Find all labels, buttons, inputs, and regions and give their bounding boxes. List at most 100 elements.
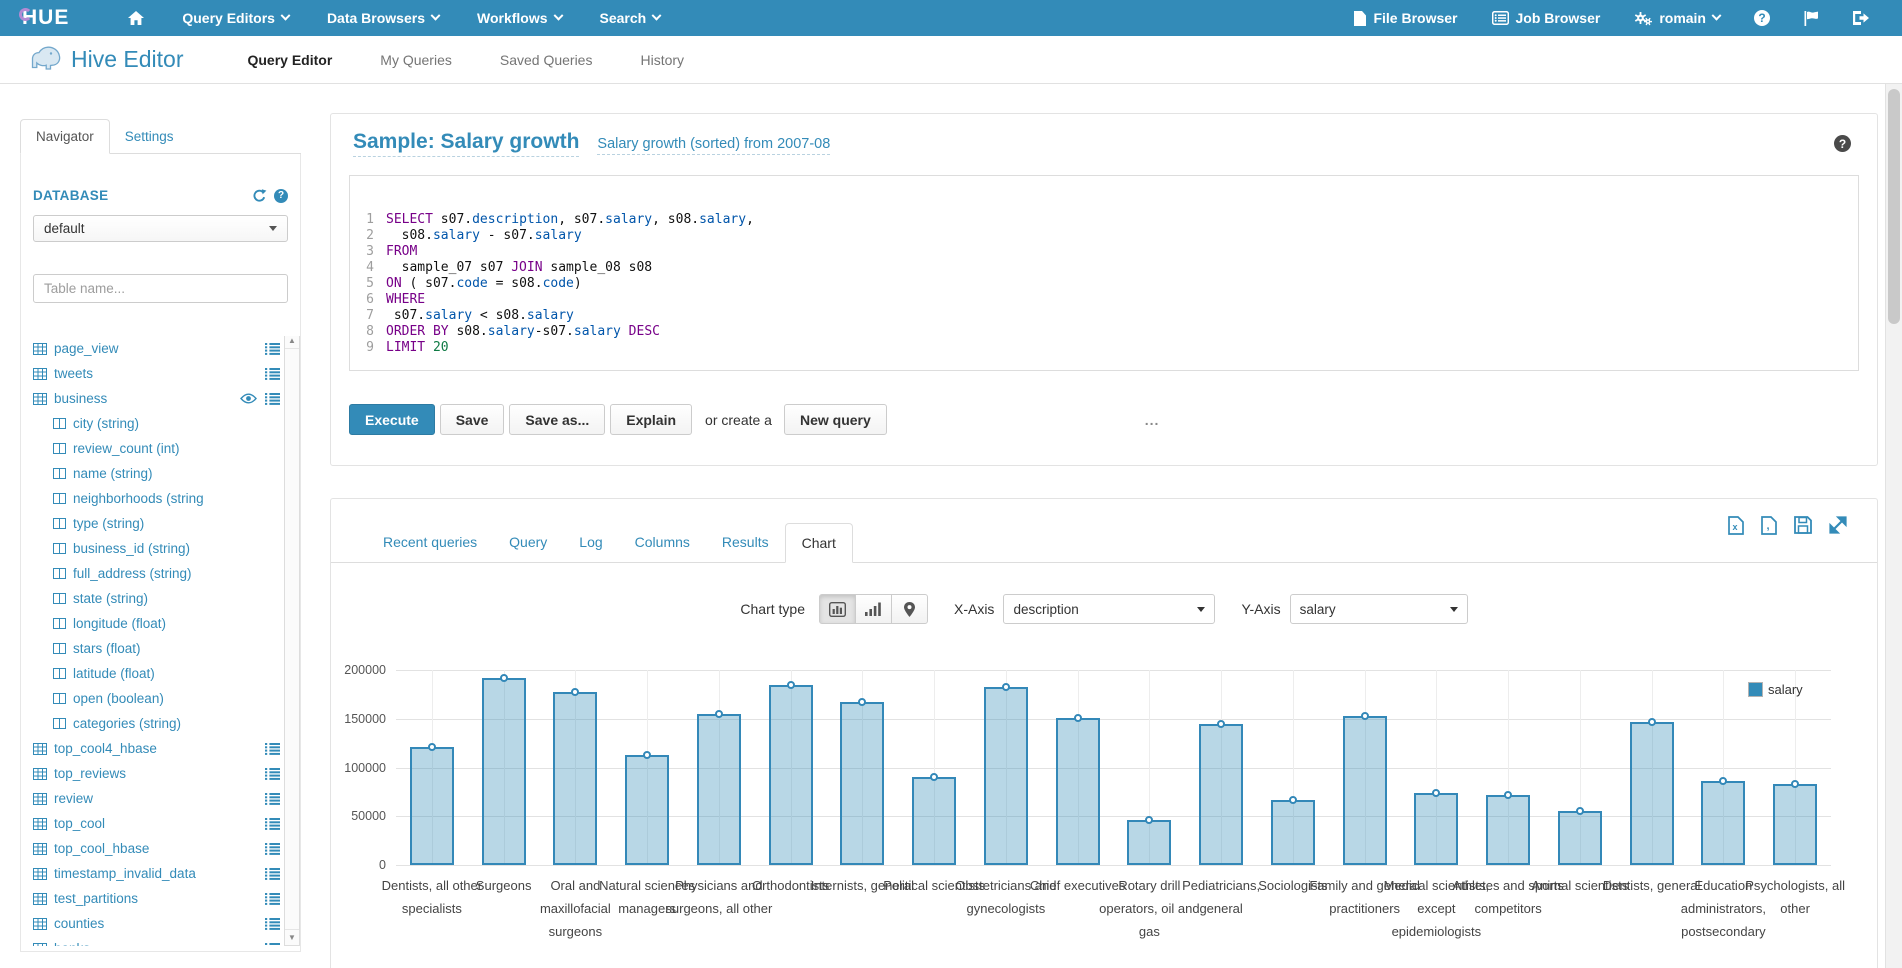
table-menu-icon[interactable]	[265, 393, 280, 405]
nav-item-home[interactable]	[128, 11, 144, 25]
results-tab-columns[interactable]: Columns	[619, 523, 706, 563]
results-tab-query[interactable]: Query	[493, 523, 563, 563]
chart-legend[interactable]: salary	[1748, 682, 1803, 697]
explain-button[interactable]: Explain	[610, 404, 692, 435]
sidebar-table-top_cool_hbase[interactable]: top_cool_hbase	[33, 836, 280, 861]
csv-export-icon[interactable]: ,	[1761, 516, 1777, 535]
database-help-icon[interactable]: ?	[274, 189, 288, 203]
nav-item-search[interactable]: Search	[600, 10, 661, 26]
table-menu-icon[interactable]	[265, 918, 280, 930]
new-query-button[interactable]: New query	[784, 404, 887, 435]
results-tab-results[interactable]: Results	[706, 523, 785, 563]
excel-export-icon[interactable]: x	[1728, 516, 1744, 535]
sidebar-column-latitude[interactable]: latitude (float)	[33, 661, 280, 686]
query-subtitle[interactable]: Salary growth (sorted) from 2007-08	[597, 136, 830, 155]
nav-item-sign-out[interactable]	[1853, 11, 1869, 25]
sidebar-column-neighborhoods[interactable]: neighborhoods (string	[33, 486, 280, 511]
nav-item-query-editors[interactable]: Query Editors	[182, 10, 289, 26]
table-menu-icon[interactable]	[265, 893, 280, 905]
preview-eye-icon[interactable]	[240, 393, 257, 404]
sidebar-table-timestamp_invalid_data[interactable]: timestamp_invalid_data	[33, 861, 280, 886]
chart-bar-18[interactable]	[1616, 670, 1688, 865]
results-tab-chart[interactable]: Chart	[785, 523, 853, 563]
save-as-button[interactable]: Save as...	[509, 404, 605, 435]
tab-query-editor[interactable]: Query Editor	[223, 52, 356, 68]
sidebar-column-full_address[interactable]: full_address (string)	[33, 561, 280, 586]
sidebar-table-business[interactable]: business	[33, 386, 280, 411]
nav-item-data-browsers[interactable]: Data Browsers	[327, 10, 439, 26]
nav-item-help[interactable]: ?	[1754, 10, 1770, 26]
page-scrollbar-thumb[interactable]	[1888, 89, 1900, 324]
sidebar-table-banks[interactable]: banks	[33, 936, 280, 946]
sidebar-scrollbar[interactable]: ▲ ▼	[284, 336, 300, 946]
table-menu-icon[interactable]	[265, 343, 280, 355]
chart-bar-8[interactable]	[898, 670, 970, 865]
execute-button[interactable]: Execute	[349, 404, 435, 435]
chart-bar-12[interactable]	[1185, 670, 1257, 865]
chart-bar-16[interactable]	[1472, 670, 1544, 865]
nav-item-flags[interactable]	[1804, 11, 1819, 26]
sidebar-table-tweets[interactable]: tweets	[33, 361, 280, 386]
table-menu-icon[interactable]	[265, 943, 280, 947]
chart-bar-3[interactable]	[540, 670, 612, 865]
table-menu-icon[interactable]	[265, 868, 280, 880]
chart-bar-9[interactable]	[970, 670, 1042, 865]
chart-bar-20[interactable]	[1759, 670, 1831, 865]
sidebar-column-city[interactable]: city (string)	[33, 411, 280, 436]
scroll-down-icon[interactable]: ▼	[285, 929, 299, 945]
chart-bar-10[interactable]	[1042, 670, 1114, 865]
chart-bar-17[interactable]	[1544, 670, 1616, 865]
sidebar-column-open[interactable]: open (boolean)	[33, 686, 280, 711]
table-filter-input[interactable]	[33, 274, 288, 303]
y-axis-select[interactable]: salary	[1290, 594, 1468, 624]
chart-bar-19[interactable]	[1688, 670, 1760, 865]
chart-bar-4[interactable]	[611, 670, 683, 865]
sidebar-table-review[interactable]: review	[33, 786, 280, 811]
sidebar-column-stars[interactable]: stars (float)	[33, 636, 280, 661]
hue-logo[interactable]: HUE	[22, 6, 69, 30]
save-button[interactable]: Save	[440, 404, 505, 435]
sidebar-column-state[interactable]: state (string)	[33, 586, 280, 611]
nav-item-workflows[interactable]: Workflows	[477, 10, 562, 26]
scroll-up-icon[interactable]: ▲	[285, 336, 299, 349]
query-help-icon[interactable]: ?	[1834, 135, 1851, 152]
save-results-icon[interactable]	[1794, 516, 1812, 535]
tab-history[interactable]: History	[616, 52, 708, 68]
chart-bar-11[interactable]	[1114, 670, 1186, 865]
table-menu-icon[interactable]	[265, 743, 280, 755]
results-tab-log[interactable]: Log	[563, 523, 618, 563]
sidebar-column-name[interactable]: name (string)	[33, 461, 280, 486]
editor-resize-handle[interactable]: ...	[1145, 412, 1160, 428]
chart-bar-1[interactable]	[396, 670, 468, 865]
table-menu-icon[interactable]	[265, 793, 280, 805]
tab-my-queries[interactable]: My Queries	[356, 52, 476, 68]
table-menu-icon[interactable]	[265, 368, 280, 380]
results-tab-recent-queries[interactable]: Recent queries	[367, 523, 493, 563]
chart-bar-2[interactable]	[468, 670, 540, 865]
sidebar-table-top_reviews[interactable]: top_reviews	[33, 761, 280, 786]
expand-results-icon[interactable]	[1829, 516, 1847, 535]
sidebar-table-counties[interactable]: counties	[33, 911, 280, 936]
chart-bar-6[interactable]	[755, 670, 827, 865]
sidebar-column-review_count[interactable]: review_count (int)	[33, 436, 280, 461]
page-scrollbar[interactable]	[1885, 84, 1902, 968]
sidebar-tab-navigator[interactable]: Navigator	[20, 119, 110, 154]
chart-type-marker-map-button[interactable]	[891, 594, 928, 624]
sql-editor[interactable]: 1SELECT s07.description, s07.salary, s08…	[349, 175, 1859, 371]
table-menu-icon[interactable]	[265, 818, 280, 830]
refresh-icon[interactable]	[252, 189, 267, 203]
sidebar-table-top_cool4_hbase[interactable]: top_cool4_hbase	[33, 736, 280, 761]
nav-item-user-menu[interactable]: romain	[1634, 10, 1720, 26]
sidebar-table-top_cool[interactable]: top_cool	[33, 811, 280, 836]
chart-bar-5[interactable]	[683, 670, 755, 865]
nav-item-file-browser[interactable]: File Browser	[1354, 10, 1457, 26]
query-title[interactable]: Sample: Salary growth	[353, 130, 579, 157]
chart-type-bars-button[interactable]	[819, 594, 856, 624]
sidebar-column-longitude[interactable]: longitude (float)	[33, 611, 280, 636]
sidebar-table-page_view[interactable]: page_view	[33, 336, 280, 361]
chart-bar-7[interactable]	[827, 670, 899, 865]
chart-type-lines-button[interactable]	[855, 594, 892, 624]
x-axis-select[interactable]: description	[1003, 594, 1215, 624]
database-select[interactable]: default	[33, 215, 288, 242]
tab-saved-queries[interactable]: Saved Queries	[476, 52, 617, 68]
